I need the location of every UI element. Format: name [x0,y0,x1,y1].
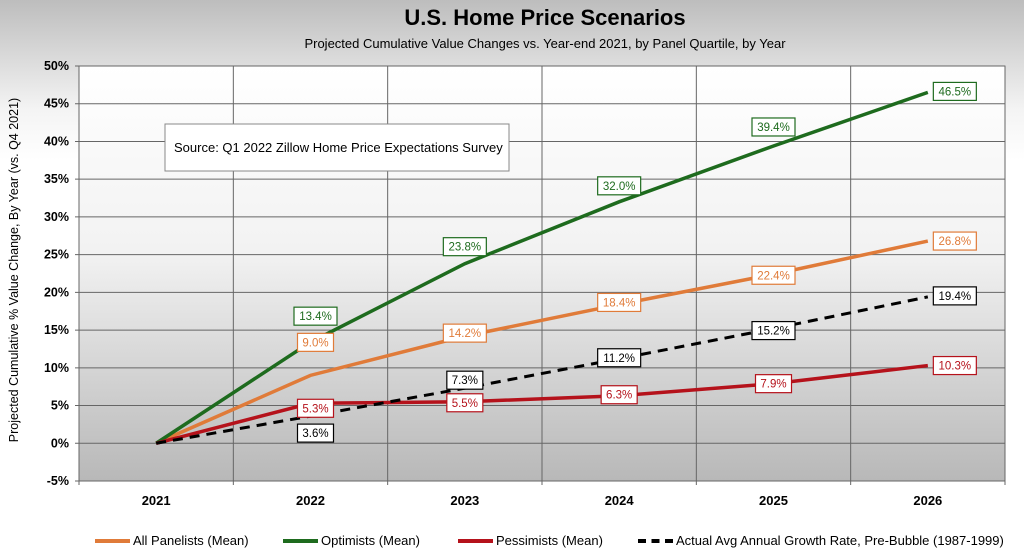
y-tick-label: 20% [44,285,69,299]
data-label-box [932,81,977,102]
legend-item: Pessimists (Mean) [458,533,603,548]
data-label: 7.9% [760,379,786,391]
y-tick-label: 35% [44,172,69,186]
x-tick-label: 2022 [296,493,325,508]
data-label-box [296,423,335,443]
x-tick-label: 2023 [450,493,479,508]
legend-item: Optimists (Mean) [283,533,420,548]
y-tick-label: -5% [47,474,69,488]
data-label: 7.3% [452,375,478,387]
data-label: 46.5% [939,86,972,98]
y-tick-label: 5% [51,399,69,413]
series-line [155,295,929,445]
data-label-box [751,117,796,137]
data-label-box [754,374,793,394]
legend-label: All Panelists (Mean) [133,533,249,548]
series-line [155,363,929,445]
data-label: 10.3% [939,361,972,373]
source-annotation: Source: Q1 2022 Zillow Home Price Expect… [174,140,503,155]
legend-label: Pessimists (Mean) [496,533,603,548]
data-label: 14.2% [449,328,482,340]
y-tick-label: 40% [44,134,69,148]
data-label: 6.3% [606,390,632,402]
data-label: 26.8% [939,236,972,248]
data-label: 9.0% [302,337,328,349]
data-label: 19.4% [939,291,972,303]
chart-title: U.S. Home Price Scenarios [404,5,686,30]
legend-item: All Panelists (Mean) [95,533,249,548]
y-tick-label: 15% [44,323,69,337]
data-label-box [597,176,642,196]
legend-label: Actual Avg Annual Growth Rate, Pre-Bubbl… [676,533,1004,548]
data-label: 39.4% [757,122,790,134]
legend-label: Optimists (Mean) [321,533,420,548]
data-label-box [293,306,338,326]
data-label-box [932,286,977,306]
data-label: 11.2% [603,353,635,365]
data-label-box [446,393,484,413]
data-label-box [751,265,796,285]
legend-item: Actual Avg Annual Growth Rate, Pre-Bubbl… [638,533,1004,548]
data-label-box [751,320,796,341]
legend-swatch [638,538,673,543]
legend-swatch [458,538,493,543]
data-label: 3.6% [302,428,328,440]
legend-swatch [95,538,130,543]
data-label-box [446,370,484,390]
data-label-box [932,231,977,251]
data-label-box [442,237,487,257]
chart-subtitle: Projected Cumulative Value Changes vs. Y… [304,36,786,51]
x-tick-label: 2021 [142,493,171,508]
data-label-box [296,398,335,418]
data-label-box [932,355,977,376]
x-tick-label: 2026 [913,493,942,508]
data-label: 22.4% [757,270,790,282]
y-tick-label: 45% [44,97,69,111]
data-label: 32.0% [603,181,636,193]
data-label: 13.4% [299,311,332,323]
y-tick-label: 30% [44,210,69,224]
data-label-box [597,348,642,368]
data-label-box [597,292,642,313]
data-label: 15.2% [757,326,790,338]
source-annotation-box [164,123,510,172]
data-label: 5.5% [452,398,478,410]
y-tick-label: 25% [44,248,69,262]
x-tick-label: 2025 [759,493,788,508]
series-line [155,239,929,445]
data-label: 5.3% [302,403,328,415]
data-label: 18.4% [603,297,636,309]
data-label-box [442,323,487,343]
x-tick-label: 2024 [605,493,635,508]
data-label: 23.8% [449,242,482,254]
legend-swatch [283,538,318,543]
y-tick-label: 50% [44,59,69,73]
y-tick-label: 0% [51,436,69,450]
data-label-box [296,332,335,352]
y-tick-label: 10% [44,361,69,375]
series-line [155,90,929,445]
data-label-box [600,385,638,405]
